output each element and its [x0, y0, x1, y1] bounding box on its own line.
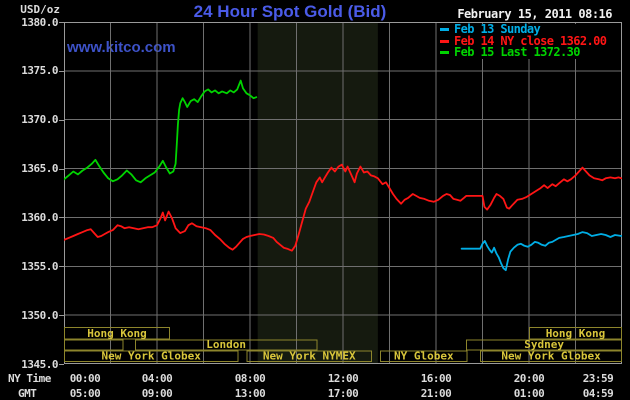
session-box	[246, 350, 373, 362]
x-axis-label-gmt: 17:00	[327, 387, 359, 400]
legend-dash-icon	[440, 28, 449, 32]
x-axis-label-ny: 20:00	[513, 372, 545, 385]
y-axis-tick	[59, 217, 64, 219]
y-axis-tick	[59, 315, 64, 317]
legend-label: Feb 15 Last 1372.30	[454, 45, 580, 60]
session-box	[380, 350, 468, 362]
session-label: Sydney	[524, 338, 564, 351]
y-axis-tick	[59, 168, 64, 170]
chart-legend: Feb 13 Sunday Feb 14 NY close 1362.00 Feb …	[438, 22, 609, 60]
x-axis-label-gmt: 04:59	[582, 387, 614, 400]
x-axis-label-gmt: 21:00	[420, 387, 452, 400]
legend-label: Feb 14 NY close 1362.00	[454, 33, 607, 48]
y-axis-label: 1375.0	[21, 64, 58, 78]
y-axis-label: 1365.0	[21, 162, 58, 176]
y-axis-tick	[59, 364, 64, 365]
series-line-0	[460, 231, 622, 272]
page-title: 24 Hour Spot Gold (Bid)	[193, 2, 387, 21]
session-label: NY Globex	[394, 350, 454, 363]
ny-time-axis-label: NY Time	[8, 372, 51, 385]
x-axis-label-ny: 12:00	[327, 372, 359, 385]
session-label: Hong Kong	[87, 327, 147, 340]
x-axis-label-ny: 00:00	[69, 372, 101, 385]
x-axis-label-gmt: 13:00	[234, 387, 266, 400]
session-box	[480, 350, 622, 362]
session-box	[64, 327, 171, 340]
x-axis-label-ny: 16:00	[420, 372, 452, 385]
session-box	[64, 350, 239, 362]
series-line-2	[64, 79, 258, 184]
y-axis-label: 1380.0	[21, 15, 58, 29]
nymex-session-band	[257, 22, 378, 364]
session-label: New York NYMEX	[263, 350, 356, 363]
legend-item: Feb 14 NY close 1362.00	[438, 33, 609, 48]
legend-label: Feb 13 Sunday	[454, 22, 541, 37]
session-box	[529, 327, 622, 340]
kitco-watermark: www.kitco.com	[67, 39, 176, 56]
unit-label: USD/oz	[20, 3, 60, 16]
legend-item: Feb 13 Sunday	[438, 22, 609, 37]
session-box	[64, 339, 124, 351]
x-axis-label-gmt: 05:00	[69, 387, 101, 400]
y-axis-label: 1355.0	[21, 259, 58, 273]
x-axis-label-ny: 23:59	[582, 372, 614, 385]
legend-item: Feb 15 Last 1372.30	[438, 45, 609, 60]
y-axis-label: 1370.0	[21, 113, 58, 127]
legend-dash-icon	[440, 51, 449, 55]
session-label: New York Globex	[501, 350, 601, 363]
y-axis-label: 1360.0	[21, 210, 58, 224]
x-axis-label-ny: 04:00	[141, 372, 173, 385]
y-axis-tick	[59, 22, 64, 23]
x-axis-label-gmt: 01:00	[513, 387, 545, 400]
y-axis-label: 1350.0	[21, 308, 58, 322]
y-axis-tick	[59, 119, 64, 121]
y-axis-tick	[59, 70, 64, 72]
x-axis-label-gmt: 09:00	[141, 387, 173, 400]
datetime-label: February 15, 2011 08:16	[457, 7, 612, 21]
y-axis-tick	[59, 266, 64, 268]
session-label: Hong Kong	[546, 327, 606, 340]
x-axis-label-ny: 08:00	[234, 372, 266, 385]
plot-border	[64, 22, 622, 364]
session-box	[466, 339, 622, 351]
gmt-axis-label: GMT	[18, 387, 37, 400]
session-box	[134, 339, 318, 351]
y-axis-label: 1345.0	[21, 357, 58, 371]
session-label: New York Globex	[102, 350, 202, 363]
series-line-1	[64, 163, 622, 252]
legend-dash-icon	[440, 39, 449, 43]
session-label: London	[206, 338, 246, 351]
